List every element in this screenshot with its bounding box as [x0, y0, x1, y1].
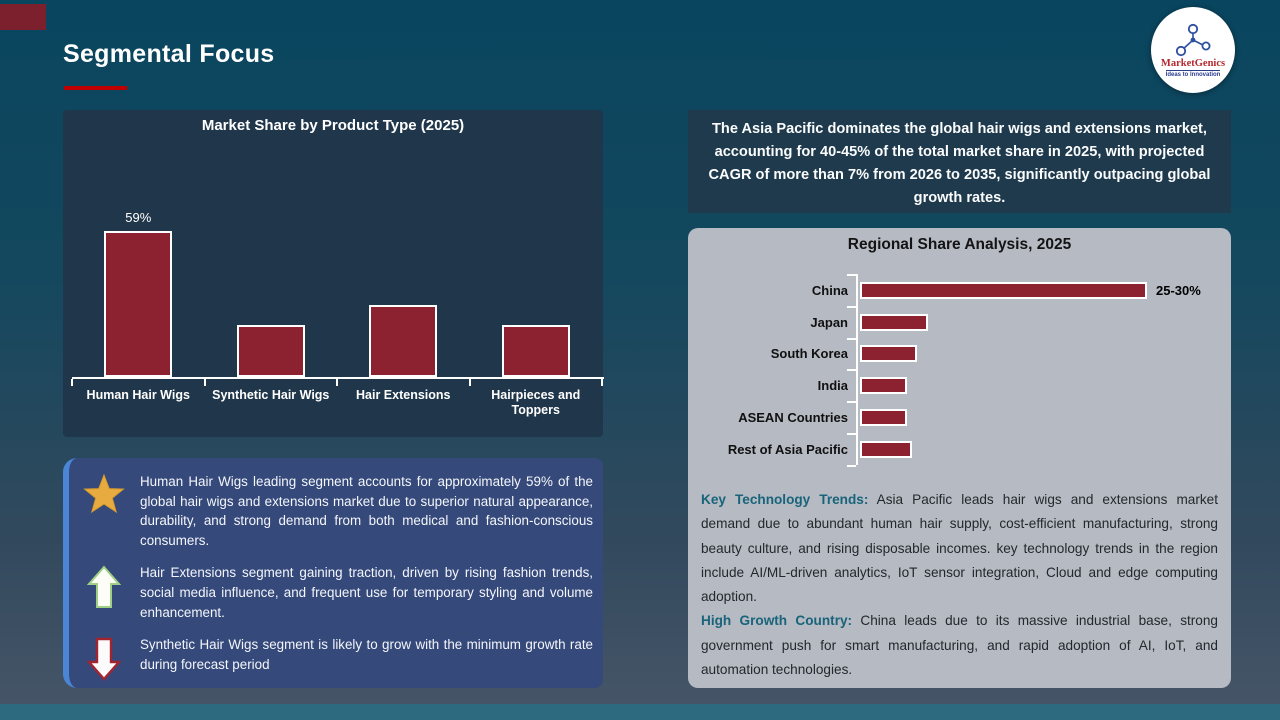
- y-axis-category-label: South Korea: [770, 346, 848, 361]
- y-axis-line: [856, 274, 858, 465]
- y-axis-category-label: ASEAN Countries: [738, 410, 848, 425]
- insight-text: Synthetic Hair Wigs segment is likely to…: [140, 637, 593, 672]
- x-axis-category-label: Hairpieces and Toppers: [491, 388, 581, 417]
- brand-logo: MarketGenics Ideas to Innovation: [1151, 7, 1235, 93]
- y-axis-category-label: China: [811, 283, 848, 298]
- x-axis-category-label: Hair Extensions: [356, 388, 451, 402]
- arrow-down-icon: [81, 635, 127, 681]
- bar-asean-countries: [860, 409, 907, 426]
- bar-china: [860, 282, 1147, 299]
- y-axis-tick: [847, 432, 856, 435]
- note-text-growth: China leads due to its massive industria…: [701, 613, 1218, 678]
- y-axis-category-label: Rest of Asia Pacific: [727, 442, 848, 457]
- x-axis-tick: [601, 379, 603, 386]
- x-axis-tick: [336, 379, 338, 386]
- x-axis-tick: [468, 379, 471, 386]
- bar-japan: [860, 314, 928, 331]
- product-type-chart-panel: Market Share by Product Type (2025) 59% H…: [63, 110, 604, 437]
- regional-notes: Key Technology Trends: Asia Pacific lead…: [701, 488, 1218, 682]
- insights-box: Human Hair Wigs leading segment accounts…: [63, 458, 603, 688]
- arrow-up-icon: [81, 563, 127, 609]
- corner-accent-bar: [0, 4, 46, 30]
- regional-plot: China 25-30% Japan South Korea India ASEAN Co…: [688, 228, 1231, 478]
- bar-data-label: 25-30%: [1156, 283, 1201, 298]
- molecule-icon: [1175, 23, 1211, 56]
- insight-item-leading-segment: Human Hair Wigs leading segment accounts…: [81, 472, 593, 550]
- note-label-growth: High Growth Country:: [701, 613, 853, 629]
- bar-south-korea: [860, 345, 917, 362]
- insight-text: Hair Extensions segment gaining traction…: [140, 565, 593, 620]
- brand-tagline: Ideas to Innovation: [1165, 69, 1221, 78]
- y-axis-tick: [847, 401, 856, 403]
- title-underline: [64, 86, 127, 90]
- product-type-plot: 59% Human Hair Wigs Synthetic Hair Wigs Hai…: [63, 110, 604, 437]
- x-axis-tick: [71, 379, 73, 386]
- bar-synthetic-hair-wigs: [236, 325, 305, 377]
- bar-data-label: 59%: [125, 210, 152, 225]
- insight-text: Human Hair Wigs leading segment accounts…: [140, 474, 593, 548]
- product-type-chart-title: Market Share by Product Type (2025): [201, 117, 465, 134]
- y-axis-tick: [847, 274, 856, 276]
- y-axis-category-label: Japan: [810, 315, 848, 330]
- insight-item-minimum-growth: Synthetic Hair Wigs segment is likely to…: [81, 635, 593, 681]
- page-title: Segmental Focus: [63, 40, 275, 68]
- bar-human-hair-wigs: [104, 231, 173, 377]
- bottom-strip: [0, 704, 1280, 720]
- bar-india: [860, 377, 907, 394]
- x-axis-line: [72, 377, 604, 379]
- insight-item-gaining-traction: Hair Extensions segment gaining traction…: [81, 563, 593, 622]
- bar-hairpieces-and-toppers: [501, 325, 570, 377]
- bar-rest-of-asia-pacific: [860, 441, 912, 458]
- star-icon: [81, 472, 127, 514]
- y-axis-tick: [847, 337, 856, 340]
- regional-chart-panel: Regional Share Analysis, 2025 China 25-30…: [688, 228, 1231, 688]
- y-axis-tick: [847, 305, 856, 308]
- bar-hair-extensions: [369, 305, 438, 377]
- note-label-technology: Key Technology Trends:: [701, 492, 869, 507]
- brand-name: MarketGenics: [1160, 57, 1226, 69]
- x-axis-tick: [203, 379, 206, 386]
- y-axis-category-label: India: [817, 378, 848, 393]
- x-axis-category-label: Human Hair Wigs: [86, 388, 190, 402]
- highlight-text: The Asia Pacific dominates the global ha…: [708, 121, 1211, 206]
- x-axis-category-label: Synthetic Hair Wigs: [212, 388, 330, 402]
- y-axis-tick: [847, 464, 856, 467]
- highlight-box: The Asia Pacific dominates the global ha…: [688, 110, 1231, 213]
- regional-chart-title: Regional Share Analysis, 2025: [847, 236, 1072, 253]
- note-text-technology: Asia Pacific leads hair wigs and extensi…: [701, 492, 1218, 605]
- y-axis-tick: [847, 369, 856, 372]
